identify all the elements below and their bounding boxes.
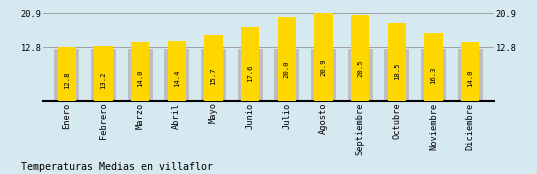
Text: 18.5: 18.5: [394, 63, 400, 80]
Text: Temperaturas Medias en villaflor: Temperaturas Medias en villaflor: [21, 162, 214, 172]
Text: 20.5: 20.5: [357, 60, 363, 77]
Bar: [201, 49, 226, 101]
Bar: [384, 49, 409, 101]
Text: 13.2: 13.2: [100, 71, 106, 89]
Text: 17.6: 17.6: [247, 64, 253, 82]
Bar: [314, 13, 333, 101]
Bar: [278, 17, 296, 101]
Bar: [57, 47, 76, 101]
Bar: [388, 23, 406, 101]
Text: 16.3: 16.3: [431, 66, 437, 84]
Bar: [91, 49, 116, 101]
Bar: [204, 35, 223, 101]
Bar: [241, 27, 259, 101]
Bar: [274, 49, 299, 101]
Text: 15.7: 15.7: [211, 67, 216, 85]
Bar: [424, 33, 442, 101]
Bar: [95, 46, 113, 101]
Text: 14.4: 14.4: [174, 69, 180, 87]
Bar: [351, 15, 369, 101]
Text: 14.0: 14.0: [137, 70, 143, 87]
Bar: [168, 41, 186, 101]
Bar: [461, 42, 480, 101]
Bar: [128, 49, 153, 101]
Text: 14.0: 14.0: [467, 70, 473, 87]
Bar: [458, 49, 483, 101]
Bar: [54, 49, 79, 101]
Bar: [421, 49, 446, 101]
Bar: [238, 49, 263, 101]
Bar: [348, 49, 373, 101]
Text: 12.8: 12.8: [64, 72, 70, 89]
Bar: [311, 49, 336, 101]
Bar: [164, 49, 189, 101]
Text: 20.9: 20.9: [321, 59, 326, 76]
Text: 20.0: 20.0: [284, 60, 290, 78]
Bar: [131, 42, 149, 101]
